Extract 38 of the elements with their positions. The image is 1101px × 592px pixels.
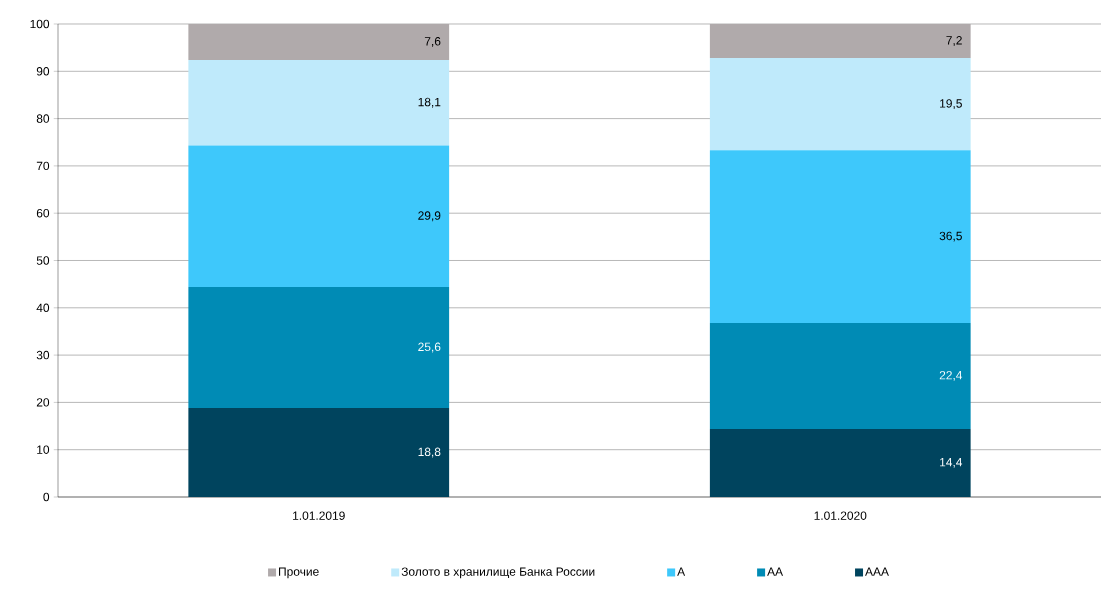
y-tick-label: 100 <box>30 19 50 29</box>
bar <box>188 408 450 497</box>
legend-label: AA <box>767 567 784 576</box>
y-tick-label: 10 <box>37 445 50 454</box>
bar <box>188 59 450 146</box>
bar <box>709 322 971 429</box>
data-label: 7,6 <box>424 37 441 47</box>
data-label: 14,4 <box>940 458 963 468</box>
bar <box>709 24 971 59</box>
y-tick-label: 20 <box>36 398 50 407</box>
bar <box>188 24 450 60</box>
legend-label: A <box>677 567 686 576</box>
legend-label: Золото в хранилище Банка России <box>401 567 595 579</box>
data-label: 19,5 <box>940 99 962 110</box>
bar <box>709 58 971 151</box>
data-label: 7,2 <box>946 36 962 46</box>
data-label: 22,4 <box>939 370 963 381</box>
bar <box>188 145 450 287</box>
x-tick-label: 1.01.2019 <box>293 511 345 520</box>
x-tick-label: 1.01.2020 <box>814 511 867 520</box>
data-label: 36,5 <box>939 231 962 242</box>
y-tick-label: 0 <box>43 492 50 502</box>
data-label: 25,6 <box>418 342 441 353</box>
data-label: 18,1 <box>418 97 441 108</box>
legend-label: Прочие <box>279 567 319 579</box>
bar <box>709 428 971 497</box>
y-tick-label: 50 <box>36 256 50 265</box>
y-tick-label: 30 <box>36 350 50 360</box>
y-tick-label: 70 <box>36 161 50 171</box>
bar <box>709 150 971 323</box>
y-tick-label: 90 <box>36 67 50 76</box>
bar <box>188 286 450 409</box>
y-tick-label: 60 <box>36 208 50 218</box>
data-label: 29,9 <box>418 211 441 222</box>
y-tick-label: 40 <box>36 303 50 313</box>
y-tick-label: 80 <box>36 114 50 123</box>
data-label: 18,8 <box>418 447 441 458</box>
legend-label: AAA <box>865 567 889 576</box>
